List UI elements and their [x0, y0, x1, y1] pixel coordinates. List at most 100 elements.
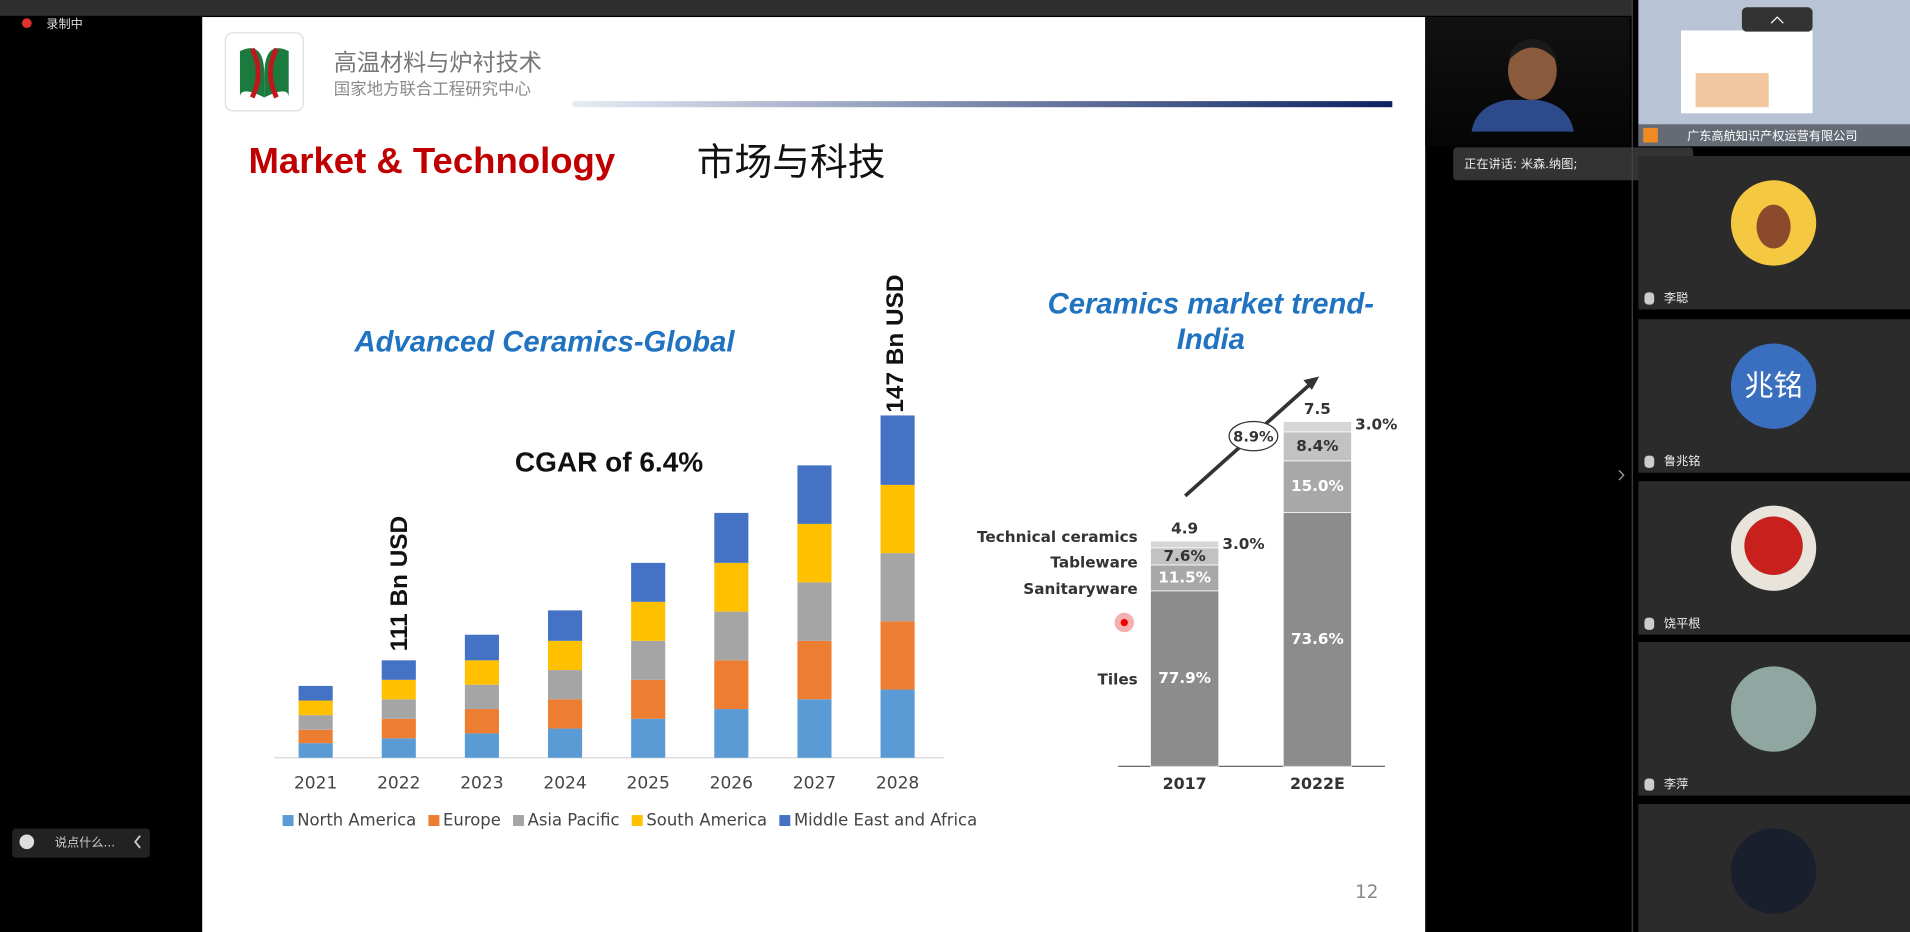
annotation: 111 Bn USD: [386, 516, 413, 651]
bar-segment: [547, 670, 583, 700]
bar-segment: [381, 718, 416, 739]
page-number: 12: [1355, 882, 1378, 903]
cagr-bubble: [1228, 420, 1279, 452]
speaking-box: [1453, 147, 1694, 181]
expand-icon[interactable]: [1618, 469, 1625, 481]
bar-segment: [464, 634, 499, 661]
data-label: 7.6%: [1164, 547, 1206, 565]
legend-label: South America: [646, 811, 767, 830]
bar-segment: [797, 465, 832, 524]
avatar: [1730, 666, 1817, 752]
bar-segment: [298, 685, 333, 701]
bar-segment: [880, 484, 915, 554]
chat-box[interactable]: [12, 828, 150, 858]
series-label: Tiles: [1098, 670, 1138, 688]
legend-swatch: [282, 815, 294, 827]
mic-icon: [1644, 617, 1655, 630]
bar-segment: [714, 512, 749, 563]
x-tick-label: 2023: [460, 773, 503, 793]
data-label: 8.4%: [1296, 437, 1338, 455]
presenter-head: [1508, 41, 1557, 100]
bar-segment: [1282, 431, 1352, 462]
recording-label: 录制中: [46, 16, 83, 31]
legend-swatch: [428, 815, 440, 827]
mic-icon: [1644, 455, 1655, 468]
bar-segment: [631, 562, 666, 602]
x-tick-label: 2027: [793, 773, 836, 793]
annotation: 147 Bn USD: [882, 275, 909, 413]
x-tick-label: 2028: [876, 773, 919, 793]
chart-title: India: [1177, 324, 1245, 356]
bar-segment: [797, 640, 832, 700]
up-icon[interactable]: [1770, 16, 1784, 24]
bar-segment: [880, 621, 915, 690]
total-label: 4.9: [1171, 519, 1198, 537]
data-label: 3.0%: [1222, 535, 1264, 553]
x-tick-label: 2017: [1163, 774, 1207, 793]
emoji-icon[interactable]: [19, 834, 35, 850]
collapse-icon[interactable]: [134, 835, 141, 849]
bar-segment: [631, 679, 666, 719]
avatar: [1730, 828, 1817, 914]
annotation: CGAR of 6.4%: [515, 447, 703, 478]
chart-title: Ceramics market trend-: [1048, 289, 1374, 321]
thumbnail-toggle[interactable]: [1741, 7, 1813, 32]
series-label: Tableware: [1050, 553, 1137, 571]
avatar: [1730, 343, 1817, 429]
bar-segment: [381, 738, 416, 758]
bar-segment: [631, 640, 666, 680]
participant-name: 李萍: [1664, 776, 1688, 791]
bar-segment: [1150, 540, 1220, 549]
legend-swatch: [513, 815, 524, 827]
org-name: 高温材料与炉衬技术: [334, 51, 542, 77]
presenter-body: [1471, 99, 1574, 132]
x-tick-label: 2025: [626, 773, 669, 793]
slide-title-cn: 市场与科技: [697, 140, 886, 184]
avatar-icon: [1756, 204, 1791, 249]
avatar-icon: [1744, 516, 1803, 576]
bar-segment: [464, 709, 499, 734]
legend-label: Asia Pacific: [528, 811, 620, 830]
bar-segment: [880, 415, 915, 485]
series-label: Sanitaryware: [1023, 580, 1137, 598]
annotation: 8.9%: [1233, 428, 1274, 445]
laser-dot: [1120, 618, 1128, 627]
bar-segment: [631, 601, 666, 641]
bar-segment: [547, 728, 583, 758]
recording-icon: [21, 18, 32, 29]
header-rule: [572, 101, 1393, 108]
bar-segment: [1282, 512, 1352, 767]
legend-label: Europe: [443, 811, 501, 830]
chat-placeholder[interactable]: 说点什么...: [55, 835, 115, 850]
bar-segment: [797, 582, 832, 641]
bar-segment: [1282, 460, 1352, 513]
bar-segment: [1150, 590, 1220, 767]
presenter-hair: [1508, 38, 1557, 61]
bar-segment: [714, 562, 749, 612]
x-tick-label: 2021: [294, 773, 337, 793]
mic-icon: [1644, 292, 1655, 305]
bar-segment: [298, 715, 333, 730]
logo-mark: [249, 47, 279, 99]
bar-segment: [298, 700, 333, 716]
bar-segment: [797, 699, 832, 758]
chart-title: Advanced Ceramics-Global: [354, 326, 736, 358]
avatar-text: 兆铭: [1744, 368, 1802, 402]
bar-segment: [797, 523, 832, 583]
bar-segment: [464, 684, 499, 710]
thumbnail-chart: [1695, 73, 1769, 108]
thumbnail-caption-bg: [1638, 124, 1910, 147]
data-label: 11.5%: [1158, 568, 1211, 586]
participant-name: 李聪: [1664, 290, 1688, 305]
bar-segment: [547, 640, 583, 671]
bar-segment: [631, 718, 666, 758]
bar-segment: [298, 729, 333, 744]
bar-segment: [714, 660, 749, 710]
x-tick-label: 2022: [377, 773, 420, 793]
bar-segment: [714, 709, 749, 758]
arrow-head: [1303, 376, 1320, 390]
bar-segment: [381, 660, 416, 680]
x-tick-label: 2022E: [1290, 774, 1345, 793]
